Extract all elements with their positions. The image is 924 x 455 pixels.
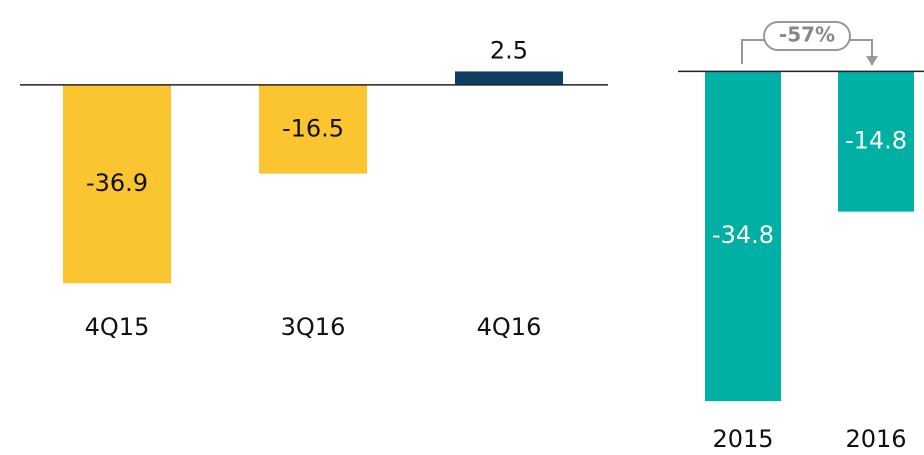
arrow-head [866,56,878,66]
x-tick-label: 2016 [845,425,906,453]
bar [259,84,367,174]
value-label: -34.8 [712,221,774,249]
value-label: -36.9 [86,169,148,197]
x-tick-label: 4Q16 [477,313,542,341]
bar [705,71,781,402]
bar [63,84,171,284]
value-label: 2.5 [490,36,528,64]
bar [838,71,914,212]
x-tick-label: 3Q16 [281,313,346,341]
x-tick-label: 4Q15 [85,313,150,341]
value-label: -14.8 [845,126,907,154]
annotation-text: -57% [779,23,835,47]
bracket-left [741,39,764,64]
change-annotation [741,21,878,66]
bracket-right [850,39,873,58]
annotation-pill [763,21,851,51]
x-tick-label: 2015 [712,425,773,453]
bar [455,71,563,85]
value-label: -16.5 [282,114,344,142]
